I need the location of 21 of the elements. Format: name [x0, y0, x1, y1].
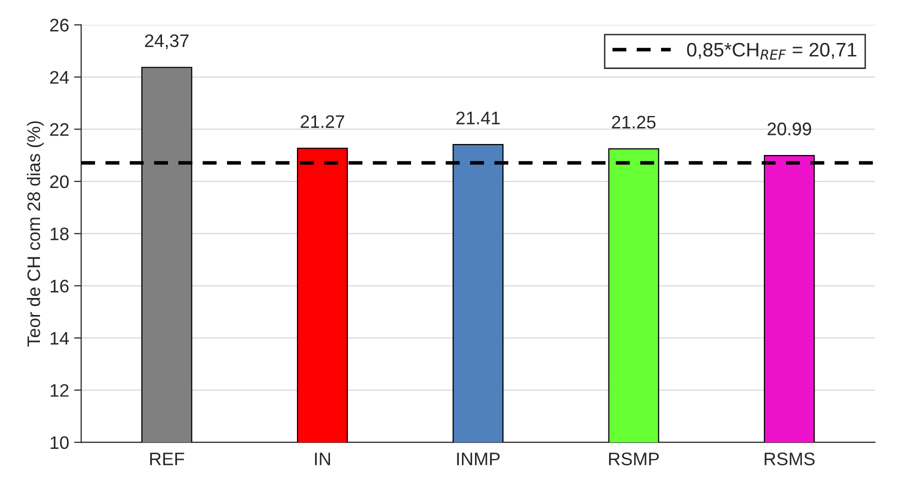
y-tick-label: 12 [50, 384, 68, 397]
x-tick-label: RSMP [609, 452, 659, 466]
data-label: 21.27 [300, 115, 344, 128]
data-label: 24,37 [145, 34, 188, 50]
y-tick-label: 22 [50, 123, 68, 136]
y-tick-label: 14 [50, 332, 69, 344]
data-label: 21.25 [612, 116, 656, 129]
y-tick-label: 18 [50, 228, 69, 240]
y-tick-label: 26 [50, 18, 69, 32]
data-label: 20.99 [768, 122, 812, 136]
x-tick-label: RSMS [764, 452, 815, 466]
y-tick-label: 10 [50, 436, 69, 450]
x-tick-label: INMP [457, 452, 500, 466]
legend-label: 0,85*CH$_{REF}$ = 20,71 [687, 42, 856, 60]
y-tick-label: 20 [50, 175, 69, 188]
y-tick-label: 16 [50, 280, 69, 292]
x-tick-label: IN [315, 452, 330, 466]
y-tick-label: 24 [50, 70, 69, 84]
x-tick-label: REF [150, 452, 184, 466]
data-label: 21.41 [456, 112, 500, 124]
y-axis-title: Teor de CH com 28 dias (%) [26, 121, 44, 347]
